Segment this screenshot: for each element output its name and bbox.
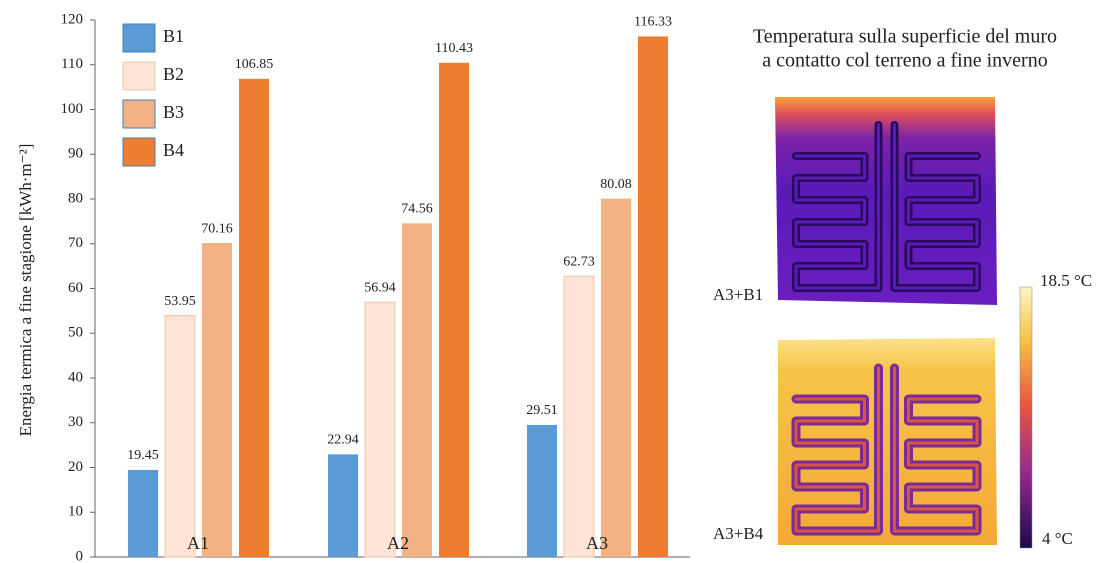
y-axis-label: Energia termica a fine stagione [kWh·m⁻²… (16, 144, 35, 437)
legend-swatch (123, 138, 155, 166)
y-tick-label: 100 (61, 101, 84, 117)
bar (601, 199, 631, 557)
legend-label: B4 (163, 140, 184, 160)
y-tick-label: 30 (68, 414, 83, 430)
x-tick-label: A1 (187, 533, 209, 553)
figure: Energia termica a fine stagione [kWh·m⁻²… (0, 0, 1110, 563)
value-label: 110.43 (435, 41, 473, 56)
legend-label: B3 (163, 102, 184, 122)
bar (527, 425, 557, 557)
value-label: 22.94 (327, 433, 359, 448)
y-tick-label: 110 (61, 56, 83, 72)
y-tick-label: 120 (61, 11, 84, 27)
image-label: A3+B1 (713, 285, 763, 304)
legend-swatch (123, 100, 155, 128)
value-label: 74.56 (401, 202, 433, 217)
value-label: 116.33 (634, 15, 672, 30)
thermal-panel: Temperatura sulla superficie del muro a … (713, 26, 1092, 548)
colorbar-min: 4 °C (1042, 529, 1073, 548)
bar (439, 63, 469, 557)
y-tick-label: 10 (68, 504, 83, 520)
legend-label: B2 (163, 64, 184, 84)
y-tick-label: 90 (68, 146, 83, 162)
value-label: 70.16 (201, 221, 233, 236)
legend-swatch (123, 62, 155, 90)
bar (128, 470, 158, 557)
y-tick-label: 80 (68, 190, 83, 206)
image-label: A3+B4 (713, 524, 764, 543)
y-tick-label: 70 (68, 235, 83, 251)
bar (165, 316, 195, 557)
legend-swatch (123, 24, 155, 52)
value-label: 19.45 (127, 448, 159, 463)
value-label: 62.73 (563, 255, 595, 270)
value-label: 29.51 (526, 403, 558, 418)
value-label: 80.08 (600, 177, 632, 192)
bar (638, 36, 668, 557)
bar (202, 243, 232, 557)
bar (564, 276, 594, 557)
colorbar-max: 18.5 °C (1040, 271, 1092, 290)
y-tick-label: 0 (76, 548, 84, 563)
y-tick-label: 20 (68, 459, 83, 475)
value-label: 106.85 (235, 57, 274, 72)
value-label: 56.94 (364, 280, 396, 295)
y-tick-label: 60 (68, 280, 83, 296)
bar (328, 454, 358, 557)
bar (365, 302, 395, 557)
value-label: 53.95 (164, 294, 196, 309)
legend-label: B1 (163, 26, 184, 46)
x-tick-label: A3 (586, 533, 608, 553)
bar (239, 79, 269, 557)
y-tick-label: 50 (68, 325, 83, 341)
y-tick-label: 40 (68, 369, 83, 385)
bar (402, 223, 432, 557)
colorbar (1020, 287, 1032, 548)
panel-title: a contatto col terreno a fine inverno (762, 50, 1047, 72)
x-tick-label: A2 (387, 533, 409, 553)
panel-title: Temperatura sulla superficie del muro (753, 26, 1057, 48)
